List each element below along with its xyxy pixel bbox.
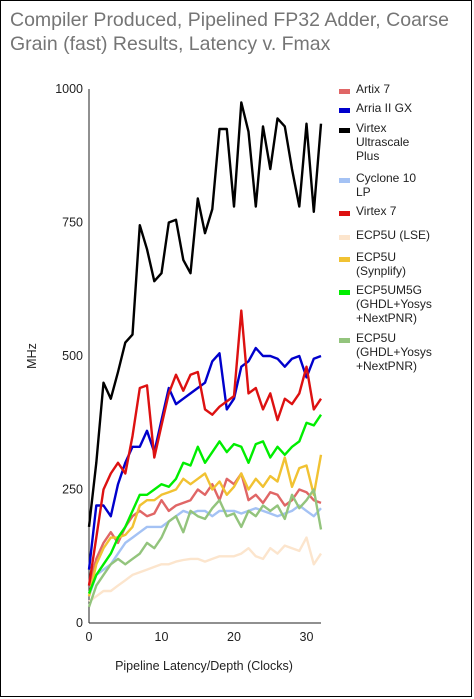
legend-label-8: ECP5U (GHDL+Yosys +NextPNR): [356, 331, 432, 373]
y-tick-label: 1000: [55, 82, 83, 96]
y-tick-label: 750: [62, 216, 83, 230]
series-line-4: [87, 309, 322, 586]
chart-title: Compiler Produced, Pipelined FP32 Adder,…: [10, 9, 449, 55]
series-line-6: [87, 454, 323, 597]
legend-swatch-1: [339, 108, 350, 113]
legend-label-7: ECP5UM5G (GHDL+Yosys +NextPNR): [356, 283, 432, 325]
legend-label-4: Virtex 7: [356, 204, 397, 218]
legend: Artix 7 Arria II GX Virtex Ultrascale Plus Cy…: [339, 82, 432, 373]
series-line-8: [87, 488, 323, 608]
legend-swatch-4: [339, 211, 350, 216]
legend-swatch-3: [339, 178, 350, 183]
x-tick-label: 0: [86, 630, 93, 644]
series-line-2: [87, 101, 323, 528]
x-tick-label: 30: [300, 630, 314, 644]
legend-label-5: ECP5U (LSE): [356, 228, 430, 242]
legend-swatch-0: [339, 89, 350, 94]
legend-label-6: ECP5U (Synplify): [356, 250, 406, 278]
legend-swatch-8: [339, 338, 350, 343]
y-axis-label: MHz: [25, 343, 39, 369]
axes: 0 250 500 750 1000 0 10 20 30: [55, 82, 321, 644]
legend-label-2: Virtex Ultrascale Plus: [356, 121, 410, 163]
y-tick-label: 500: [62, 349, 83, 363]
legend-swatch-5: [339, 235, 350, 240]
series-line-5: [88, 536, 322, 603]
y-tick-label: 0: [76, 616, 83, 630]
series-lines: [87, 101, 323, 608]
legend-label-1: Arria II GX: [356, 101, 412, 115]
legend-label-0: Artix 7: [356, 82, 390, 96]
y-tick-label: 250: [62, 483, 83, 497]
legend-label-3: Cyclone 10 LP: [356, 171, 416, 199]
series-line-7: [87, 414, 322, 595]
x-tick-label: 10: [155, 630, 169, 644]
legend-swatch-2: [339, 128, 350, 133]
x-axis-label: Pipeline Latency/Depth (Clocks): [115, 659, 293, 673]
legend-swatch-7: [339, 290, 350, 295]
x-tick-label: 20: [227, 630, 241, 644]
legend-swatch-6: [339, 257, 350, 262]
